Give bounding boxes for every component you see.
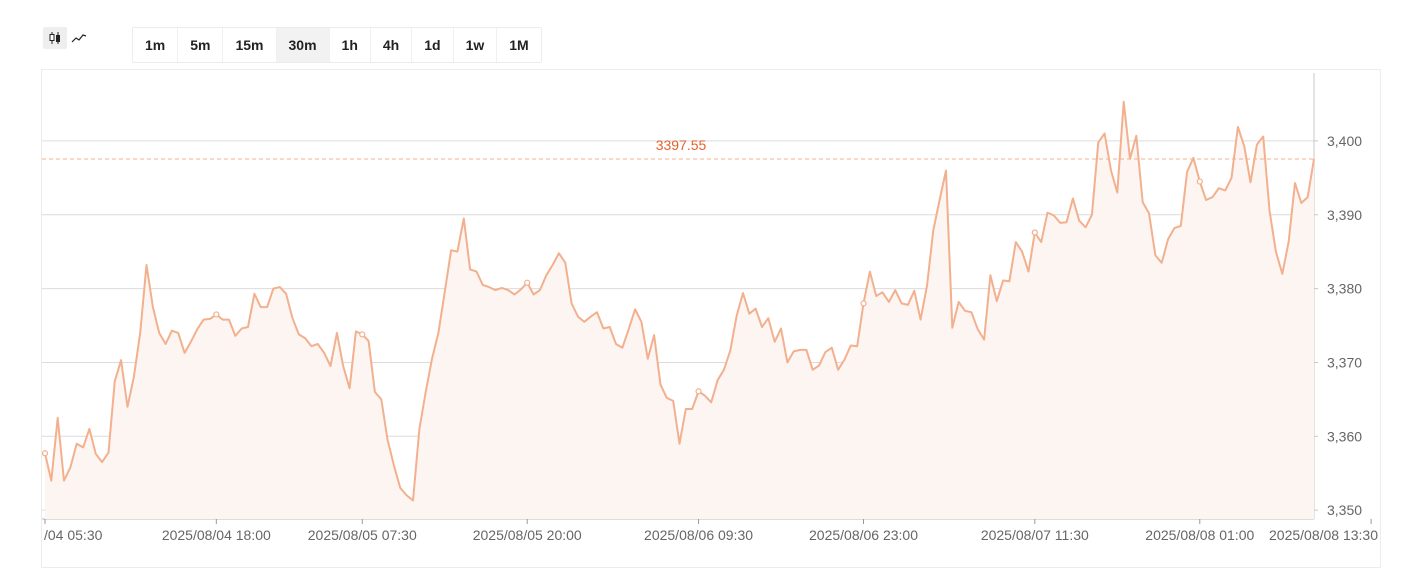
chart-type-switch [43,27,91,49]
interval-button-30m[interactable]: 30m [276,28,330,62]
interval-button-1h[interactable]: 1h [330,28,371,62]
price-line [44,100,1315,502]
x-tick-label: 2025/08/06 09:30 [644,527,753,543]
data-point-marker [1196,178,1203,185]
y-tick-label: 3,350 [1327,502,1362,518]
x-tick-label: 2025/08/08 01:00 [1145,527,1254,543]
price-area [45,101,1314,520]
x-tick-label: 2025/08/07 11:30 [981,527,1089,543]
interval-button-1w[interactable]: 1w [454,28,498,62]
interval-selector: 1m 5m 15m 30m 1h 4h 1d 1w 1M [132,27,542,63]
line-chart-toggle[interactable] [67,27,91,49]
x-tick-label: 2025/08/04 18:00 [162,527,271,543]
y-tick-label: 3,400 [1327,133,1362,149]
data-point-marker [860,300,867,307]
x-tick-label: /04 05:30 [44,527,103,543]
x-tick-label: 2025/08/06 23:00 [809,527,918,543]
line-chart-icon [71,34,87,43]
interval-button-4h[interactable]: 4h [371,28,413,62]
y-tick-label: 3,380 [1327,281,1362,297]
data-point-marker [213,311,220,318]
candlestick-toggle[interactable] [43,27,67,49]
interval-button-1m[interactable]: 1m [133,28,179,62]
x-tick-label: 2025/08/08 13:30 [1269,527,1378,543]
interval-button-1M[interactable]: 1M [509,37,529,53]
data-point-marker [359,331,366,338]
interval-button-5m[interactable]: 5m [178,28,224,62]
price-chart[interactable]: 3397.55 3,350 3,360 3,370 3,380 3,390 3,400/04… [42,70,1380,567]
y-tick-label: 3,370 [1327,354,1362,370]
data-point-marker [1031,229,1038,236]
last-price-label: 3397.55 [656,137,707,153]
y-tick-label: 3,390 [1327,207,1362,223]
chart-panel[interactable]: 3397.55 3,350 3,360 3,370 3,380 3,390 3,400/04… [41,69,1381,568]
data-point-marker [695,388,702,395]
data-point-marker [42,450,49,457]
x-tick-label: 2025/08/05 07:30 [308,527,417,543]
x-tick-label: 2025/08/05 20:00 [473,527,582,543]
interval-button-1d[interactable]: 1d [412,28,454,62]
candlestick-icon [49,32,60,44]
y-tick-label: 3,360 [1327,428,1362,444]
data-point-marker [524,279,531,286]
interval-button-15m[interactable]: 15m [223,28,277,62]
